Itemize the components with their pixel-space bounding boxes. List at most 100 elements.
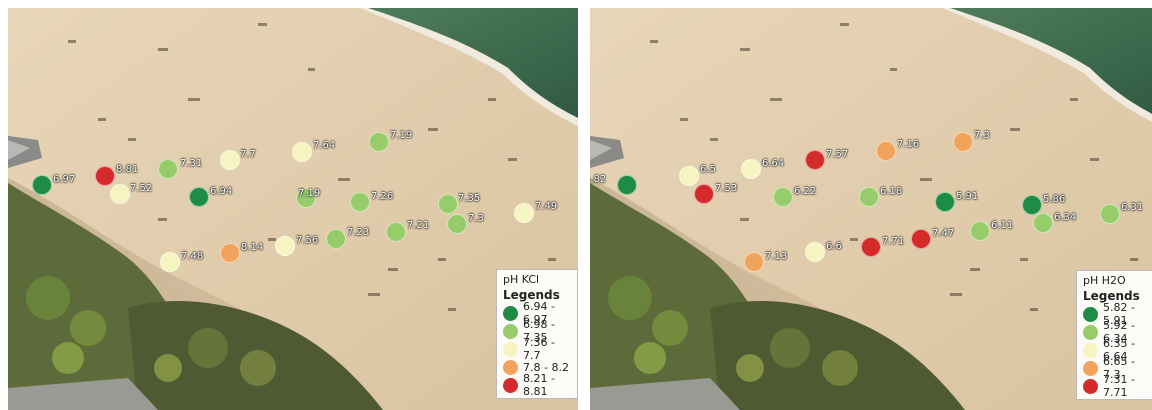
sample-point-value-label: 7.57: [826, 149, 849, 160]
sample-point-value-label: 6.94: [210, 186, 233, 197]
sample-point-marker: [1033, 213, 1053, 233]
map-legend: pH KCl Legends 6.94 - 6.97 6.98 - 7.35 7.36 …: [496, 269, 578, 399]
sample-point-value-label: 6.6: [826, 241, 842, 252]
sample-point-marker: [617, 175, 637, 195]
legend-class-label: 7.36 - 7.7: [523, 336, 555, 362]
sample-point-marker: [741, 159, 761, 179]
sample-point-value-label: 6.64: [762, 158, 785, 169]
legend-swatch: [1083, 306, 1098, 322]
sample-point-marker: [369, 132, 389, 152]
sample-point-marker: [110, 184, 130, 204]
sample-point-value-label: 7.64: [313, 140, 336, 151]
sample-point-marker: [773, 187, 793, 207]
legend-class-label: 6.35 - 6.64: [1103, 337, 1135, 363]
legend-class-row: 8.21 - 8.81: [503, 372, 571, 398]
map-legend: pH H2O Legends 5.82 - 5.91 5.92 - 6.34 6.35 …: [1076, 270, 1152, 400]
sample-point-marker: [350, 192, 370, 212]
sample-point-marker: [694, 184, 714, 204]
sample-point-value-label: 7.26: [371, 191, 394, 202]
legend-class-label: 6.65 - 7.3: [1103, 355, 1135, 381]
sample-point-marker: [1100, 204, 1120, 224]
legend-class-label: 7.8 - 8.2: [523, 360, 569, 374]
sample-point-marker: [220, 150, 240, 170]
sample-point-marker: [744, 252, 764, 272]
sample-point-marker: [911, 229, 931, 249]
legend-class-row: 6.65 - 7.3: [1083, 355, 1152, 381]
sample-point-value-label: 7.52: [130, 183, 153, 194]
legend-class-label: 8.21 - 8.81: [523, 372, 555, 398]
legend-class-row: 7.31 - 7.71: [1083, 373, 1152, 399]
sample-point-marker: [805, 150, 825, 170]
sample-point-value-label: 6.31: [1121, 202, 1144, 213]
sample-point-marker: [95, 166, 115, 186]
sample-point-marker: [935, 192, 955, 212]
sample-point-value-label: 6.97: [53, 174, 76, 185]
sample-point-marker: [1022, 195, 1042, 215]
legend-class-label: 5.92 - 6.34: [1103, 319, 1135, 345]
map-panel-ph-kcl: 6.97 8.81 7.52 7.31 7.7 6.94 7.64 7.19 7.19 7.26 7…: [8, 8, 578, 410]
sample-point-marker: [805, 242, 825, 262]
legend-class-row: 5.82 - 5.91: [1083, 301, 1152, 327]
sample-point-value-label: 8.14: [241, 242, 264, 253]
sample-point-marker: [876, 141, 896, 161]
sample-point-value-label: 6.34: [1054, 212, 1077, 223]
sample-point-value-label: 7.21: [407, 220, 430, 231]
legend-class-row: 7.8 - 8.2: [503, 358, 571, 376]
sample-point-value-label: 6.18: [880, 186, 903, 197]
legend-class-row: 7.36 - 7.7: [503, 336, 571, 362]
legend-class-label: 6.94 - 6.97: [523, 300, 555, 326]
sample-point-value-label: 7.7: [240, 149, 256, 160]
sample-point-value-label: 7.71: [882, 236, 905, 247]
sample-point-value-label: 7.3: [974, 130, 990, 141]
sample-point-value-label: 7.3: [468, 213, 484, 224]
legend-class-row: 5.92 - 6.34: [1083, 319, 1152, 345]
legend-class-label: 5.82 - 5.91: [1103, 301, 1135, 327]
sample-point-marker: [296, 188, 316, 208]
sample-point-value-label: 7.49: [535, 201, 558, 212]
legend-swatch: [503, 323, 518, 339]
sample-point-marker: [859, 187, 879, 207]
sample-point-marker: [438, 194, 458, 214]
legend-class-row: 6.35 - 6.64: [1083, 337, 1152, 363]
sample-point-value-label: 5.82: [590, 174, 607, 185]
sample-point-value-label: 6.11: [991, 220, 1014, 231]
sample-point-value-label: 7.23: [347, 227, 370, 238]
sample-point-marker: [32, 175, 52, 195]
sample-point-marker: [189, 187, 209, 207]
sample-point-value-label: 7.19: [298, 188, 321, 199]
legend-swatch: [1083, 324, 1098, 340]
legend-swatch: [503, 305, 518, 321]
sample-point-value-label: 7.19: [390, 130, 413, 141]
sample-point-marker: [160, 252, 180, 272]
legend-title: pH H2O: [1083, 274, 1126, 287]
legend-class-label: 7.31 - 7.71: [1103, 373, 1135, 399]
sample-point-marker: [861, 237, 881, 257]
sample-point-marker: [386, 222, 406, 242]
sample-point-marker: [292, 142, 312, 162]
sample-point-marker: [158, 159, 178, 179]
legend-header: Legends: [1083, 289, 1140, 303]
sample-point-marker: [447, 214, 467, 234]
sample-point-value-label: 6.22: [794, 186, 817, 197]
aerial-photo-background: [8, 8, 578, 410]
legend-swatch: [1083, 342, 1098, 358]
sample-point-marker: [275, 236, 295, 256]
legend-swatch: [1083, 360, 1098, 376]
sample-point-marker: [326, 229, 346, 249]
legend-class-row: 6.94 - 6.97: [503, 300, 571, 326]
legend-class-row: 6.98 - 7.35: [503, 318, 571, 344]
sample-point-value-label: 7.16: [897, 139, 920, 150]
sample-point-value-label: 8.81: [116, 164, 139, 175]
sample-point-value-label: 5.91: [956, 191, 979, 202]
aerial-photo-background: [590, 8, 1152, 410]
sample-point-marker: [220, 243, 240, 263]
legend-swatch: [503, 377, 518, 393]
sample-point-value-label: 7.13: [765, 251, 788, 262]
sample-point-value-label: 7.56: [296, 235, 319, 246]
sample-point-value-label: 5.86: [1043, 194, 1066, 205]
legend-title: pH KCl: [503, 273, 540, 286]
sample-point-marker: [514, 203, 534, 223]
legend-swatch: [503, 341, 518, 357]
legend-class-label: 6.98 - 7.35: [523, 318, 555, 344]
sample-point-value-label: 7.53: [715, 183, 738, 194]
